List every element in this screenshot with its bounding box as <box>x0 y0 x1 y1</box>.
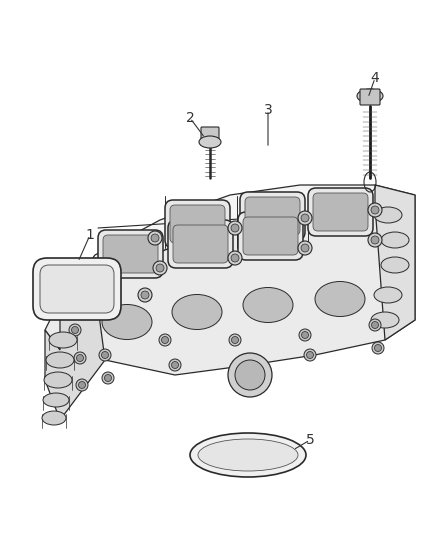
Circle shape <box>301 332 308 338</box>
FancyBboxPatch shape <box>40 265 114 313</box>
FancyBboxPatch shape <box>103 235 158 273</box>
FancyBboxPatch shape <box>245 197 300 235</box>
Ellipse shape <box>49 332 77 348</box>
Circle shape <box>307 351 314 359</box>
Circle shape <box>69 324 81 336</box>
Circle shape <box>231 224 239 232</box>
Polygon shape <box>375 185 415 340</box>
Polygon shape <box>45 205 415 375</box>
Text: 2: 2 <box>186 111 194 125</box>
FancyBboxPatch shape <box>98 230 163 278</box>
Circle shape <box>371 321 378 328</box>
Circle shape <box>159 334 171 346</box>
Circle shape <box>102 372 114 384</box>
Ellipse shape <box>199 136 221 148</box>
Ellipse shape <box>44 372 72 388</box>
Circle shape <box>78 382 85 389</box>
Ellipse shape <box>357 89 383 103</box>
Circle shape <box>74 352 86 364</box>
Circle shape <box>368 233 382 247</box>
FancyBboxPatch shape <box>313 193 368 231</box>
Text: 4: 4 <box>371 71 379 85</box>
Circle shape <box>228 353 272 397</box>
Circle shape <box>99 349 111 361</box>
Ellipse shape <box>43 393 69 407</box>
Circle shape <box>301 244 309 252</box>
Circle shape <box>298 241 312 255</box>
Circle shape <box>371 236 379 244</box>
Circle shape <box>299 329 311 341</box>
FancyBboxPatch shape <box>240 192 305 240</box>
Circle shape <box>232 336 239 343</box>
Ellipse shape <box>315 281 365 317</box>
FancyBboxPatch shape <box>173 225 228 263</box>
Ellipse shape <box>371 312 399 328</box>
FancyBboxPatch shape <box>308 188 373 236</box>
Ellipse shape <box>381 232 409 248</box>
Circle shape <box>228 251 242 265</box>
Circle shape <box>372 342 384 354</box>
Circle shape <box>371 206 379 214</box>
Circle shape <box>77 354 84 361</box>
Polygon shape <box>45 285 105 420</box>
FancyBboxPatch shape <box>201 127 219 143</box>
FancyBboxPatch shape <box>33 258 121 320</box>
Circle shape <box>102 351 109 359</box>
Circle shape <box>374 344 381 351</box>
Text: 3: 3 <box>264 103 272 117</box>
Text: 1: 1 <box>85 228 95 242</box>
Ellipse shape <box>102 304 152 340</box>
Circle shape <box>105 375 112 382</box>
Ellipse shape <box>374 207 402 223</box>
FancyBboxPatch shape <box>360 89 380 105</box>
Circle shape <box>369 319 381 331</box>
Ellipse shape <box>190 433 306 477</box>
Ellipse shape <box>42 411 66 425</box>
Circle shape <box>162 336 169 343</box>
Circle shape <box>304 349 316 361</box>
Circle shape <box>151 234 159 242</box>
Ellipse shape <box>172 295 222 329</box>
Polygon shape <box>60 185 415 300</box>
Circle shape <box>76 379 88 391</box>
Text: 5: 5 <box>306 433 314 447</box>
Circle shape <box>228 221 242 235</box>
Circle shape <box>148 231 162 245</box>
Circle shape <box>141 291 149 299</box>
Ellipse shape <box>198 439 298 471</box>
FancyBboxPatch shape <box>243 217 298 255</box>
FancyBboxPatch shape <box>165 200 230 248</box>
Circle shape <box>172 361 179 368</box>
Circle shape <box>153 261 167 275</box>
FancyBboxPatch shape <box>238 212 303 260</box>
Circle shape <box>368 203 382 217</box>
Ellipse shape <box>243 287 293 322</box>
FancyBboxPatch shape <box>170 205 225 243</box>
Circle shape <box>138 288 152 302</box>
Ellipse shape <box>381 257 409 273</box>
Circle shape <box>71 327 78 334</box>
Ellipse shape <box>46 352 74 368</box>
Circle shape <box>231 254 239 262</box>
Circle shape <box>156 264 164 272</box>
Circle shape <box>169 359 181 371</box>
Circle shape <box>229 334 241 346</box>
Ellipse shape <box>374 287 402 303</box>
Circle shape <box>301 214 309 222</box>
Circle shape <box>298 211 312 225</box>
Circle shape <box>235 360 265 390</box>
FancyBboxPatch shape <box>168 220 233 268</box>
